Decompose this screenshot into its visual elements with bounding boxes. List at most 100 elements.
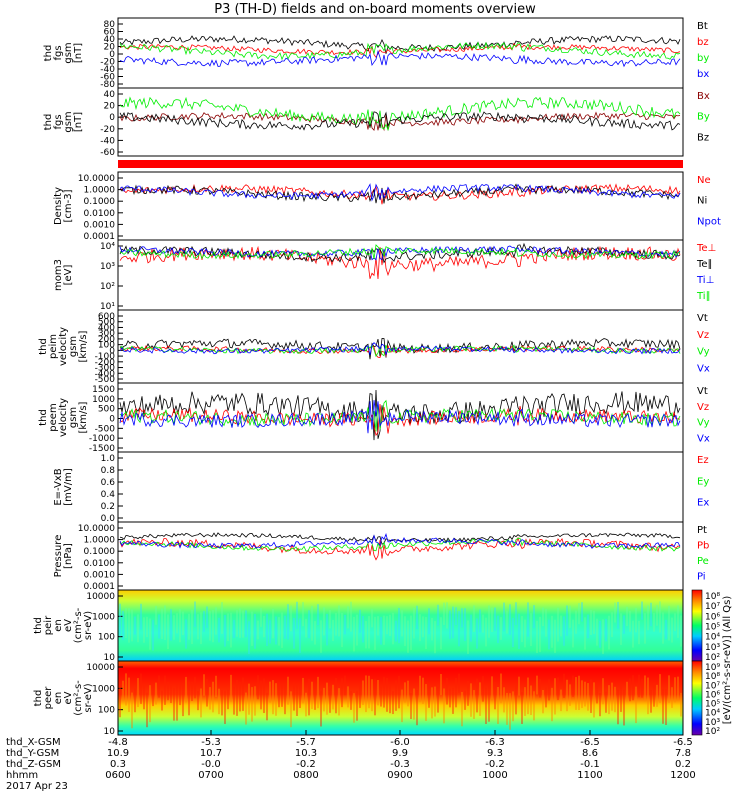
heatmap-cell xyxy=(659,601,661,633)
heatmap-cell xyxy=(653,682,655,707)
ytick-label: 10² xyxy=(100,282,115,292)
heatmap-cell xyxy=(458,673,460,693)
legend-by: by xyxy=(697,53,709,64)
heatmap-cell xyxy=(209,687,211,710)
legend-Vy: Vy xyxy=(697,347,710,358)
heatmap-cell xyxy=(122,611,124,641)
heatmap-cell xyxy=(320,620,322,653)
series-Pt xyxy=(119,532,681,545)
colorbar-tick: 10⁷ xyxy=(705,681,720,691)
heatmap-cell xyxy=(611,682,613,711)
xaxis-value: -0.3 xyxy=(390,759,410,770)
ytick-label: -500 xyxy=(95,424,116,434)
heatmap-cell xyxy=(134,688,136,713)
xaxis-value: 1000 xyxy=(482,770,507,781)
heatmap-cell xyxy=(323,607,325,636)
panel-2: 40 200 -20-40 -60 thd fgs gsm [nT] Bx By Bz xyxy=(43,87,710,158)
heatmap-cell xyxy=(503,687,505,713)
heatmap-cell xyxy=(341,613,343,648)
colorbar-label: [eV/(cm²-s-sr-eV)] (All Qs) xyxy=(722,596,733,725)
heatmap-cell xyxy=(644,675,646,702)
ytick-label: -400 xyxy=(95,369,116,379)
heatmap-cell xyxy=(554,678,556,715)
ylabel-line: eV xyxy=(63,619,74,632)
heatmap-cell xyxy=(257,675,259,700)
heatmap-cell xyxy=(515,602,517,625)
heatmap-cell xyxy=(551,687,553,722)
heatmap-cell xyxy=(449,610,451,639)
heatmap-cell xyxy=(488,685,490,722)
heatmap-cell xyxy=(185,676,187,703)
ylabel-line: [nT] xyxy=(73,43,84,63)
heatmap-cell xyxy=(248,683,250,715)
heatmap-cell xyxy=(284,685,286,715)
ylabel-line: gsm xyxy=(63,42,74,63)
series-By xyxy=(119,96,681,132)
colorbar-tick: 10² xyxy=(705,727,720,737)
ytick-label: 400 xyxy=(98,323,115,333)
xaxis-value: -4.8 xyxy=(108,737,128,748)
heatmap-cell xyxy=(446,677,448,705)
heatmap-cell xyxy=(587,614,589,639)
xaxis-row-label: hhmm xyxy=(6,770,38,781)
ytick-label: 0 xyxy=(109,346,115,356)
xaxis-row-label: thd_Z-GSM xyxy=(6,759,61,770)
panel-frame xyxy=(117,660,684,736)
ytick-label: 10000 xyxy=(86,592,115,602)
heatmap-cell xyxy=(377,616,379,636)
heatmap-cell xyxy=(539,616,541,653)
heatmap-cell xyxy=(359,609,361,633)
heatmap-cell xyxy=(470,683,472,717)
ytick-label: -40 xyxy=(100,136,115,146)
heatmap-cell xyxy=(482,614,484,633)
heatmap-cell xyxy=(386,677,388,712)
xaxis-row-label: thd_X-GSM xyxy=(6,737,61,748)
ytick-label: 0.0010 xyxy=(84,570,116,580)
heatmap-cell xyxy=(308,678,310,716)
heatmap-cell xyxy=(437,604,439,626)
heatmap-cell xyxy=(314,683,316,710)
ytick-label: 0 xyxy=(109,113,115,123)
heatmap-cell xyxy=(254,613,256,649)
legend-Bz: Bz xyxy=(697,132,709,143)
ytick-label: -20 xyxy=(100,125,115,135)
colorbar-tick: 10⁹ xyxy=(705,663,720,673)
heatmap-cell xyxy=(305,692,307,717)
heatmap-cell xyxy=(599,620,601,648)
heatmap-cell xyxy=(242,610,244,638)
heatmap-cell xyxy=(527,602,529,637)
heatmap-cell xyxy=(170,609,172,641)
heatmap-cell xyxy=(173,688,175,721)
heatmap-cell xyxy=(197,691,199,711)
heatmap-cell xyxy=(656,605,658,626)
ytick-label: -1500 xyxy=(89,444,115,454)
heatmap-cell xyxy=(530,613,532,647)
ytick-label: 10.0000 xyxy=(78,524,115,534)
heatmap-cell xyxy=(542,607,544,627)
ylabel-line: eV xyxy=(63,691,74,704)
xaxis-value: -0.1 xyxy=(580,759,600,770)
heatmap-cell xyxy=(212,681,214,713)
ytick-label: 10000 xyxy=(86,663,115,673)
series-Vx xyxy=(119,400,681,434)
heatmap-cell xyxy=(203,674,205,696)
ytick-label: 300 xyxy=(98,329,115,339)
legend-Ti∥: Ti∥ xyxy=(696,291,711,302)
heatmap-cell xyxy=(263,616,265,638)
ytick-label: 1000 xyxy=(92,395,115,405)
heatmap-cell xyxy=(533,605,535,629)
heatmap-cell xyxy=(314,621,316,645)
xaxis-value: 7.8 xyxy=(675,748,691,759)
series-Bt xyxy=(119,35,681,54)
heatmap-cell xyxy=(326,613,328,646)
heatmap-cell xyxy=(461,691,463,727)
heatmap-cell xyxy=(227,613,229,641)
heatmap-cell xyxy=(566,679,568,712)
heatmap-cell xyxy=(134,616,136,635)
heatmap-cell xyxy=(638,674,640,698)
heatmap-cell xyxy=(680,615,682,647)
heatmap-cell xyxy=(662,612,664,644)
heatmap-cell xyxy=(311,605,313,641)
ylabel-line: Pressure xyxy=(53,535,64,578)
heatmap-cell xyxy=(272,680,274,715)
